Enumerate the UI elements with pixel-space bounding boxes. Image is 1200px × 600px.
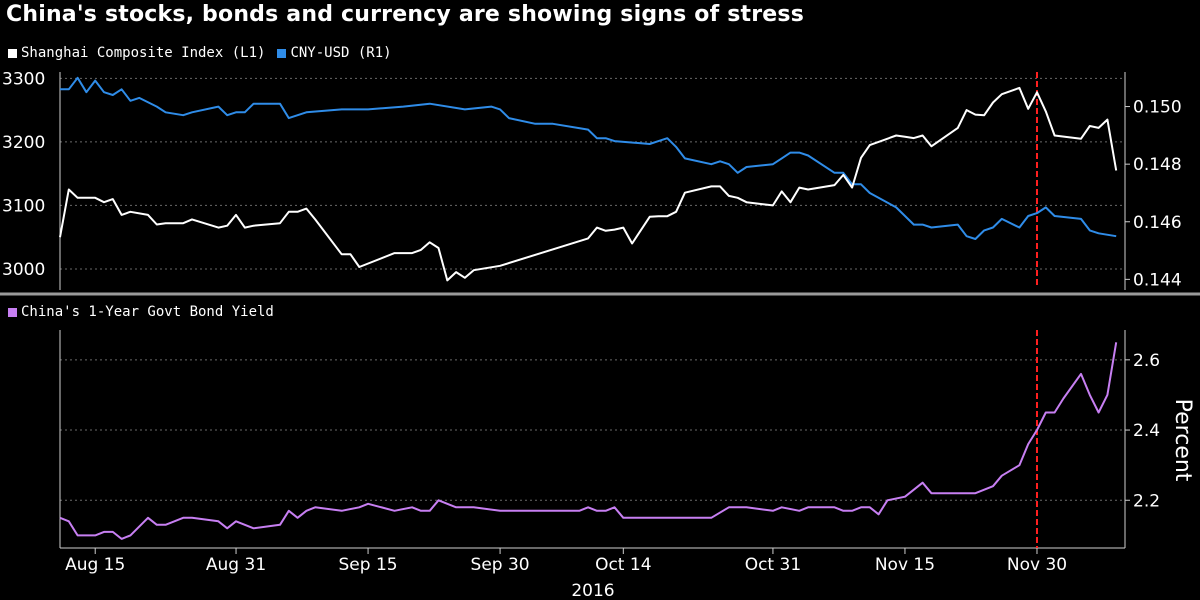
legend-label-bond: China's 1-Year Govt Bond Yield	[21, 304, 274, 320]
legend-swatch-shanghai	[8, 48, 17, 58]
x-tick-label-1: Aug 31	[206, 555, 266, 575]
left-tick-label-1: 3100	[2, 196, 45, 216]
right-tick-label-bottom-2: 2.6	[1133, 351, 1160, 371]
x-tick-label-2: Sep 15	[339, 555, 398, 575]
legend-item-cny: CNY-USD (R1)	[277, 45, 392, 61]
left-tick-label-0: 3000	[2, 260, 45, 280]
x-year-label: 2016	[571, 581, 614, 600]
series-line-bond-yield	[59, 342, 1118, 540]
x-tick-label-7: Nov 30	[1007, 555, 1067, 575]
legend-item-shanghai: Shanghai Composite Index (L1)	[8, 45, 265, 61]
left-tick-label-2: 3200	[2, 133, 45, 153]
right-tick-label-top-0: 0.144	[1133, 270, 1182, 290]
x-tick-label-3: Sep 30	[471, 555, 530, 575]
bottom-ylabel: Percent	[1170, 399, 1195, 482]
right-tick-label-top-3: 0.150	[1133, 98, 1182, 118]
right-tick-label-top-1: 0.146	[1133, 213, 1182, 233]
legend-label-cny: CNY-USD (R1)	[290, 45, 392, 61]
right-tick-label-top-2: 0.148	[1133, 155, 1182, 175]
x-tick-label-6: Nov 15	[875, 555, 935, 575]
x-tick-label-5: Oct 31	[745, 555, 801, 575]
right-tick-label-bottom-1: 2.4	[1133, 421, 1160, 441]
legend-label-shanghai: Shanghai Composite Index (L1)	[21, 45, 266, 61]
right-tick-label-bottom-0: 2.2	[1133, 491, 1160, 511]
x-tick-label-0: Aug 15	[65, 555, 125, 575]
x-tick-label-4: Oct 14	[595, 555, 651, 575]
legend-item-bond: China's 1-Year Govt Bond Yield	[8, 304, 274, 320]
legend-swatch-cny	[277, 48, 287, 58]
chart-title: China's stocks, bonds and currency are s…	[6, 2, 805, 27]
left-tick-label-3: 3300	[2, 69, 45, 89]
top-legend: Shanghai Composite Index (L1) CNY-USD (R…	[8, 45, 404, 61]
legend-swatch-bond	[8, 307, 17, 317]
series-line-cny-usd	[60, 76, 1117, 240]
series-line-shanghai	[59, 86, 1118, 282]
bottom-legend: China's 1-Year Govt Bond Yield	[8, 304, 286, 320]
